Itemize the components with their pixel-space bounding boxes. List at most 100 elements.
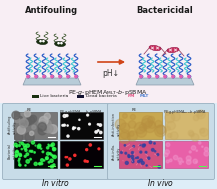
- Circle shape: [97, 130, 99, 131]
- Circle shape: [140, 159, 142, 162]
- Circle shape: [179, 162, 181, 164]
- Circle shape: [188, 130, 194, 136]
- Circle shape: [19, 119, 28, 128]
- Circle shape: [120, 152, 122, 153]
- Circle shape: [164, 153, 168, 157]
- Circle shape: [86, 149, 88, 151]
- Circle shape: [65, 156, 66, 158]
- Circle shape: [25, 165, 26, 166]
- Circle shape: [40, 41, 41, 42]
- Circle shape: [87, 161, 88, 162]
- Circle shape: [24, 146, 27, 149]
- Text: PE: PE: [132, 108, 136, 112]
- Circle shape: [41, 163, 43, 165]
- Circle shape: [128, 154, 129, 156]
- Circle shape: [172, 112, 180, 121]
- Circle shape: [196, 161, 197, 163]
- Bar: [14, 112, 57, 139]
- Circle shape: [204, 147, 208, 151]
- Circle shape: [15, 133, 23, 142]
- Circle shape: [89, 144, 91, 146]
- Circle shape: [141, 161, 144, 164]
- Circle shape: [75, 75, 77, 78]
- Circle shape: [189, 132, 194, 137]
- Circle shape: [202, 146, 203, 147]
- Circle shape: [75, 127, 76, 128]
- Circle shape: [132, 158, 134, 160]
- Circle shape: [148, 75, 150, 78]
- Bar: [119, 141, 162, 168]
- Circle shape: [23, 144, 26, 147]
- Circle shape: [51, 75, 53, 78]
- Circle shape: [51, 143, 54, 146]
- FancyBboxPatch shape: [107, 104, 214, 180]
- Circle shape: [21, 149, 22, 150]
- Circle shape: [26, 153, 29, 156]
- Circle shape: [38, 123, 46, 131]
- Circle shape: [193, 159, 197, 163]
- Circle shape: [74, 154, 76, 156]
- Circle shape: [46, 156, 48, 160]
- Circle shape: [41, 159, 44, 162]
- Text: PE-$g$-pHEMA$_\mathsf{MLT}$-$\it{b}$-pSBMA: PE-$g$-pHEMA$_\mathsf{MLT}$-$\it{b}$-pSB…: [59, 108, 103, 116]
- Circle shape: [188, 75, 190, 78]
- Circle shape: [18, 160, 20, 161]
- Circle shape: [46, 147, 49, 149]
- Circle shape: [191, 134, 199, 141]
- Circle shape: [154, 143, 155, 144]
- Circle shape: [193, 115, 199, 121]
- Circle shape: [120, 123, 130, 132]
- Circle shape: [173, 155, 178, 160]
- Circle shape: [30, 131, 34, 136]
- Circle shape: [149, 141, 152, 144]
- Circle shape: [14, 143, 17, 146]
- Circle shape: [166, 143, 170, 147]
- Circle shape: [63, 124, 65, 126]
- Circle shape: [53, 148, 55, 150]
- Circle shape: [46, 158, 48, 160]
- Circle shape: [50, 159, 53, 162]
- Circle shape: [15, 155, 17, 157]
- Circle shape: [16, 150, 18, 153]
- Circle shape: [142, 144, 145, 147]
- Circle shape: [142, 116, 153, 127]
- Text: PE-$g$-pHEMA$_\mathsf{MLT}$-$\it{b}$-pSBMA: PE-$g$-pHEMA$_\mathsf{MLT}$-$\it{b}$-pSB…: [163, 108, 207, 116]
- Circle shape: [131, 155, 133, 158]
- Circle shape: [30, 115, 37, 122]
- Circle shape: [45, 125, 53, 133]
- Text: PM: PM: [128, 94, 135, 98]
- Circle shape: [25, 119, 31, 125]
- Circle shape: [25, 149, 27, 151]
- Bar: [0, 0, 217, 103]
- Circle shape: [58, 43, 59, 44]
- Circle shape: [135, 157, 136, 159]
- Circle shape: [27, 116, 35, 124]
- Circle shape: [99, 124, 102, 126]
- Ellipse shape: [149, 45, 161, 51]
- Text: Antifouling: Antifouling: [25, 6, 79, 15]
- Circle shape: [115, 119, 126, 130]
- Circle shape: [198, 111, 203, 117]
- Text: $\it{In}$ $\it{vitro}$: $\it{In}$ $\it{vitro}$: [41, 177, 69, 188]
- Text: Anti-infection
activity: Anti-infection activity: [112, 112, 121, 136]
- Circle shape: [132, 161, 134, 163]
- Circle shape: [191, 146, 196, 150]
- Circle shape: [148, 116, 155, 123]
- Circle shape: [200, 128, 205, 133]
- Bar: [60, 141, 103, 168]
- Circle shape: [67, 156, 68, 158]
- Circle shape: [37, 146, 40, 149]
- Circle shape: [128, 156, 130, 157]
- Circle shape: [66, 164, 68, 166]
- Text: Bactericidal: Bactericidal: [137, 6, 193, 15]
- Circle shape: [125, 161, 128, 164]
- Circle shape: [24, 155, 26, 157]
- Circle shape: [196, 150, 197, 151]
- Circle shape: [200, 128, 208, 136]
- Polygon shape: [136, 78, 194, 85]
- Circle shape: [26, 160, 30, 163]
- Circle shape: [140, 75, 142, 78]
- Circle shape: [35, 145, 36, 146]
- Circle shape: [35, 75, 37, 78]
- Circle shape: [19, 158, 20, 160]
